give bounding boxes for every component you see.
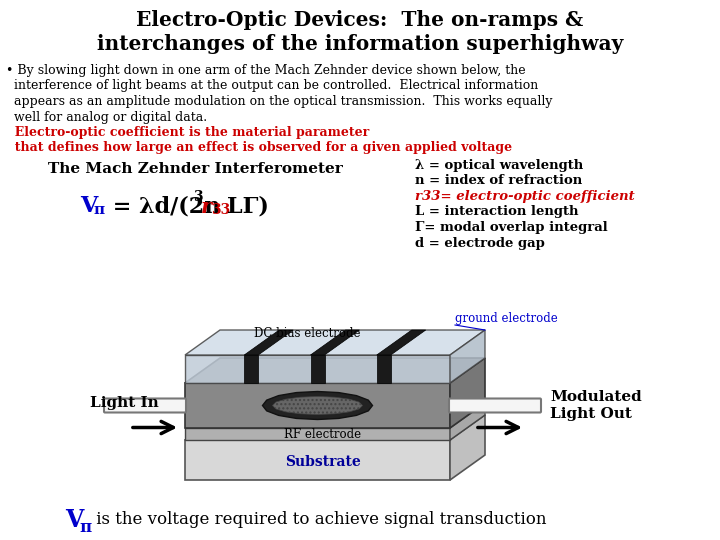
Text: π: π	[93, 203, 104, 217]
FancyBboxPatch shape	[104, 399, 186, 413]
Text: is the voltage required to achieve signal transduction: is the voltage required to achieve signa…	[91, 511, 546, 529]
Polygon shape	[310, 355, 325, 383]
Text: Electro-Optic Devices:  The on-ramps &: Electro-Optic Devices: The on-ramps &	[136, 10, 584, 30]
Polygon shape	[185, 383, 450, 428]
Text: = λd/(2n: = λd/(2n	[105, 195, 220, 217]
Text: ground electrode: ground electrode	[455, 312, 558, 325]
Text: The Mach Zehnder Interferometer: The Mach Zehnder Interferometer	[48, 162, 343, 176]
Polygon shape	[185, 330, 485, 355]
Text: n = index of refraction: n = index of refraction	[415, 174, 582, 187]
Text: V: V	[65, 508, 84, 532]
Polygon shape	[185, 415, 485, 440]
Polygon shape	[185, 355, 450, 383]
Text: DC bias electrode: DC bias electrode	[254, 327, 361, 340]
Text: Substrate: Substrate	[284, 455, 361, 469]
Polygon shape	[450, 330, 485, 383]
Polygon shape	[377, 355, 391, 383]
Text: d = electrode gap: d = electrode gap	[415, 237, 545, 249]
Text: Light In: Light In	[90, 396, 158, 410]
Polygon shape	[244, 355, 258, 383]
Text: • By slowing light down in one arm of the Mach Zehnder device shown below, the: • By slowing light down in one arm of th…	[6, 64, 526, 77]
Polygon shape	[272, 396, 362, 415]
Text: L = interaction length: L = interaction length	[415, 206, 578, 219]
Text: LΓ): LΓ)	[227, 195, 269, 217]
Text: π: π	[79, 518, 91, 536]
Text: V: V	[80, 195, 97, 217]
Text: appears as an amplitude modulation on the optical transmission.  This works equa: appears as an amplitude modulation on th…	[6, 95, 552, 108]
Text: Γ= modal overlap integral: Γ= modal overlap integral	[415, 221, 608, 234]
Text: well for analog or digital data.: well for analog or digital data.	[6, 111, 207, 124]
Text: r33= electro-optic coefficient: r33= electro-optic coefficient	[415, 190, 635, 203]
Polygon shape	[377, 330, 426, 355]
Polygon shape	[185, 403, 485, 428]
Text: λ = optical wavelength: λ = optical wavelength	[415, 159, 583, 172]
Text: Electro-optic coefficient is the material parameter: Electro-optic coefficient is the materia…	[6, 126, 369, 139]
Text: 33: 33	[211, 203, 230, 217]
Polygon shape	[450, 403, 485, 440]
Text: Modulated
Light Out: Modulated Light Out	[550, 390, 642, 421]
Polygon shape	[244, 330, 293, 355]
Polygon shape	[263, 392, 372, 420]
FancyBboxPatch shape	[449, 399, 541, 413]
Text: RF electrode: RF electrode	[284, 429, 361, 442]
Text: r: r	[201, 197, 212, 217]
Polygon shape	[450, 358, 485, 428]
Polygon shape	[185, 440, 450, 480]
Text: interchanges of the information superhighway: interchanges of the information superhig…	[97, 34, 623, 54]
Polygon shape	[185, 358, 485, 383]
Text: 3: 3	[193, 190, 202, 204]
Text: that defines how large an effect is observed for a given applied voltage: that defines how large an effect is obse…	[6, 141, 512, 154]
Polygon shape	[450, 415, 485, 480]
Polygon shape	[185, 428, 450, 440]
Text: interference of light beams at the output can be controlled.  Electrical informa: interference of light beams at the outpu…	[6, 79, 539, 92]
Polygon shape	[310, 330, 359, 355]
